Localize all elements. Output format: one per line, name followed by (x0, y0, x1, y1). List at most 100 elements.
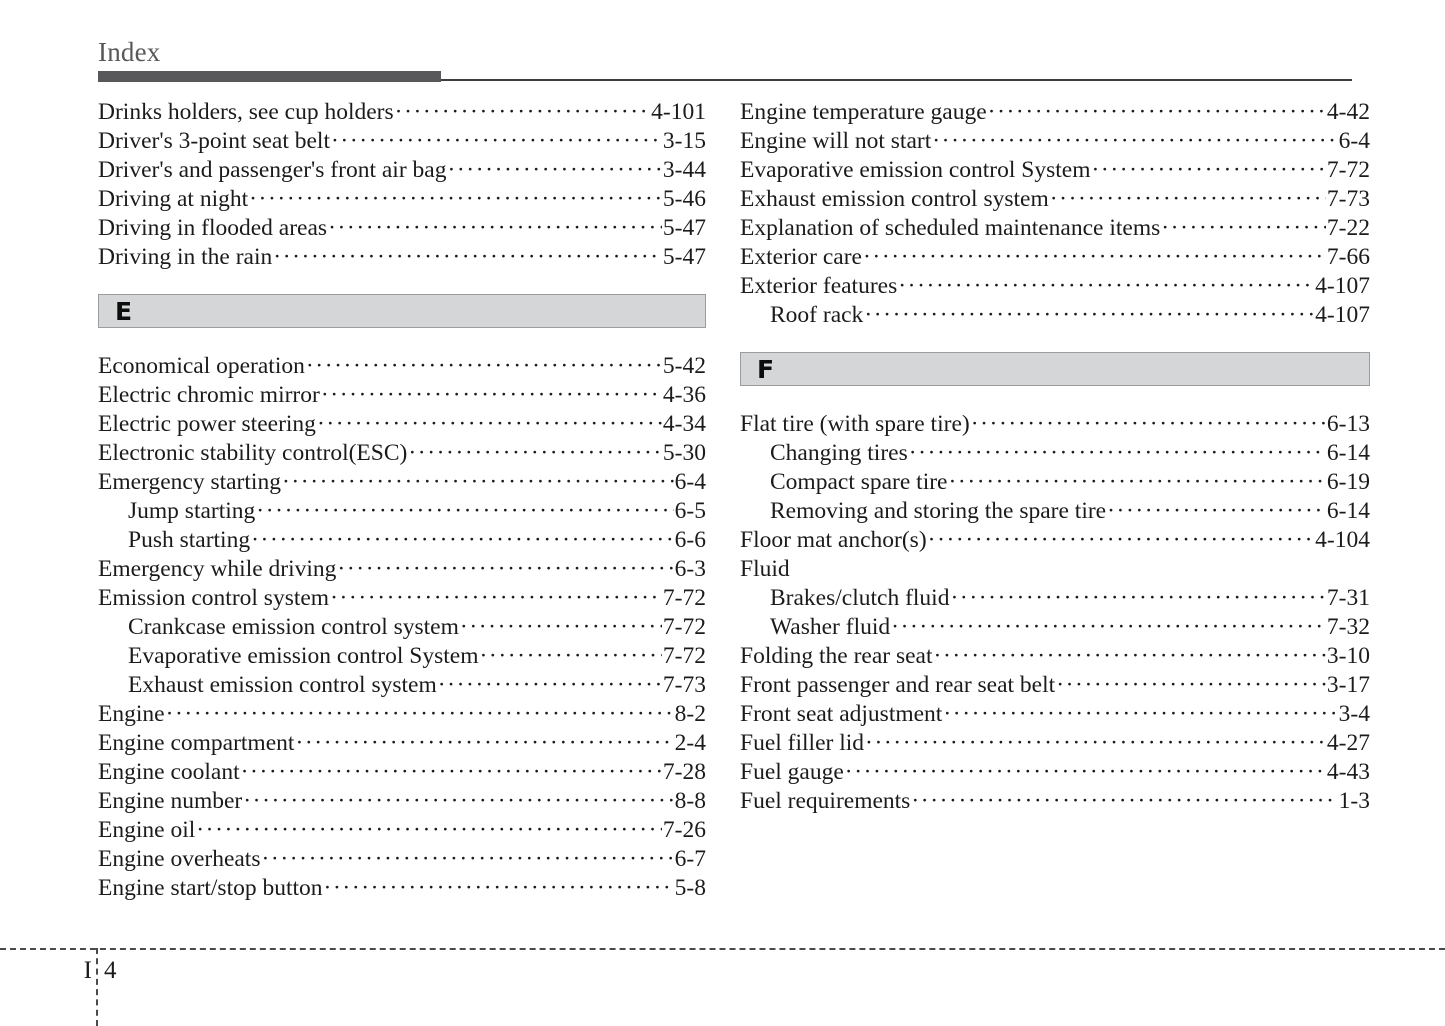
index-entry[interactable]: Floor mat anchor(s) 4-104 (740, 526, 1370, 555)
index-entry[interactable]: Driving in flooded areas 5-47 (98, 214, 706, 243)
index-entry-page-number: 7-72 (662, 643, 706, 669)
index-entry[interactable]: Engine number 8-8 (98, 787, 706, 816)
index-entry[interactable]: Folding the rear seat 3-10 (740, 642, 1370, 671)
dot-leader (408, 439, 662, 468)
index-entry[interactable]: Drinks holders, see cup holders 4-101 (98, 98, 706, 127)
right-section-entry-list: Flat tire (with spare tire)6-13Changing … (740, 410, 1370, 816)
index-entry-page-number: 4-104 (1315, 527, 1370, 553)
index-entry-label: Economical operation (98, 353, 305, 379)
index-entry-page-number: 7-22 (1326, 215, 1370, 241)
index-entry[interactable]: Fuel requirements 1-3 (740, 787, 1370, 816)
index-entry[interactable]: Emergency while driving 6-3 (98, 555, 706, 584)
dot-leader (934, 642, 1326, 671)
index-entry-page-number: 6-3 (674, 556, 706, 582)
header-rule-thick (98, 71, 441, 83)
index-entry-label: Changing tires (770, 440, 908, 466)
index-entry-label: Evaporative emission control System (740, 157, 1091, 183)
index-entry-page-number: 7-66 (1326, 244, 1370, 270)
index-entry-label: Driving in the rain (98, 244, 273, 270)
index-entry-page-number: 7-26 (662, 817, 706, 843)
index-entry[interactable]: Exterior care 7-66 (740, 243, 1370, 272)
index-entry[interactable]: Engine 8-2 (98, 700, 706, 729)
index-entry-page-number: 4-36 (662, 382, 706, 408)
index-entry[interactable]: Electronic stability control(ESC) 5-30 (98, 439, 706, 468)
index-entry[interactable]: Engine will not start 6-4 (740, 127, 1370, 156)
index-entry-label: Engine oil (98, 817, 196, 843)
left-top-entry-list: Drinks holders, see cup holders4-101Driv… (98, 98, 706, 272)
index-entry[interactable]: Engine start/stop button 5-8 (98, 874, 706, 903)
index-entry[interactable]: Washer fluid 7-32 (740, 613, 1370, 642)
index-entry[interactable]: Engine oil 7-26 (98, 816, 706, 845)
index-entry-label: Removing and storing the spare tire (770, 498, 1107, 524)
dot-leader (1050, 185, 1326, 214)
index-entry[interactable]: Evaporative emission control System 7-72 (98, 642, 706, 671)
index-entry[interactable]: Explanation of scheduled maintenance ite… (740, 214, 1370, 243)
index-entry[interactable]: Removing and storing the spare tire 6-14 (740, 497, 1370, 526)
index-entry[interactable]: Changing tires 6-14 (740, 439, 1370, 468)
index-entry[interactable]: Electric power steering 4-34 (98, 410, 706, 439)
dot-leader (243, 787, 673, 816)
index-entry[interactable]: Driving in the rain 5-47 (98, 243, 706, 272)
index-entry[interactable]: Brakes/clutch fluid 7-31 (740, 584, 1370, 613)
dot-leader (317, 410, 662, 439)
index-entry[interactable]: Driver's and passenger's front air bag 3-… (98, 156, 706, 185)
dot-leader (845, 758, 1326, 787)
index-entry-label: Exhaust emission control system (740, 186, 1049, 212)
index-entry[interactable]: Economical operation 5-42 (98, 352, 706, 381)
index-entry-label: Flat tire (with spare tire) (740, 411, 970, 437)
index-entry[interactable]: Push starting 6-6 (98, 526, 706, 555)
dot-leader (1161, 214, 1326, 243)
index-entry[interactable]: Driving at night 5-46 (98, 185, 706, 214)
index-entry-label: Fuel gauge (740, 759, 844, 785)
index-entry-label: Fluid (740, 556, 790, 582)
index-entry[interactable]: Roof rack 4-107 (740, 301, 1370, 330)
index-entry[interactable]: Compact spare tire 6-19 (740, 468, 1370, 497)
index-entry-page-number: 6-4 (1338, 128, 1370, 154)
index-entry[interactable]: Engine coolant 7-28 (98, 758, 706, 787)
index-entry-page-number: 4-34 (662, 411, 706, 437)
index-entry-page-number: 4-107 (1315, 302, 1370, 328)
index-entry[interactable]: Exhaust emission control system 7-73 (740, 185, 1370, 214)
dot-leader (909, 439, 1326, 468)
index-entry[interactable]: Electric chromic mirror 4-36 (98, 381, 706, 410)
dot-leader (256, 497, 673, 526)
dot-leader (261, 845, 673, 874)
index-entry-page-number: 6-19 (1326, 469, 1370, 495)
index-entry[interactable]: Crankcase emission control system 7-72 (98, 613, 706, 642)
index-entry[interactable]: Fuel gauge 4-43 (740, 758, 1370, 787)
index-entry[interactable]: Engine compartment 2-4 (98, 729, 706, 758)
index-entry[interactable]: Emission control system 7-72 (98, 584, 706, 613)
index-entry-label: Fuel filler lid (740, 730, 865, 756)
index-entry[interactable]: Fluid (740, 555, 1370, 584)
index-entry[interactable]: Front passenger and rear seat belt 3-17 (740, 671, 1370, 700)
index-entry[interactable]: Emergency starting 6-4 (98, 468, 706, 497)
index-entry-page-number: 3-17 (1326, 672, 1370, 698)
dot-leader (241, 758, 662, 787)
dot-leader (460, 613, 662, 642)
index-entry-page-number: 7-72 (662, 614, 706, 640)
index-entry-label: Push starting (128, 527, 251, 553)
dot-leader (863, 243, 1326, 272)
index-entry[interactable]: Evaporative emission control System 7-72 (740, 156, 1370, 185)
index-entry-label: Evaporative emission control System (128, 643, 479, 669)
index-entry[interactable]: Jump starting 6-5 (98, 497, 706, 526)
dot-leader (1107, 497, 1326, 526)
index-entry-page-number: 5-8 (674, 875, 706, 901)
index-entry[interactable]: Engine temperature gauge 4-42 (740, 98, 1370, 127)
index-entry[interactable]: Driver's 3-point seat belt 3-15 (98, 127, 706, 156)
index-column-left: Drinks holders, see cup holders4-101Driv… (98, 98, 706, 903)
index-entry[interactable]: Exterior features 4-107 (740, 272, 1370, 301)
index-entry[interactable]: Flat tire (with spare tire) 6-13 (740, 410, 1370, 439)
index-entry[interactable]: Exhaust emission control system 7-73 (98, 671, 706, 700)
index-entry-label: Engine start/stop button (98, 875, 323, 901)
dot-leader (865, 729, 1326, 758)
index-entry-page-number: 7-31 (1326, 585, 1370, 611)
index-entry[interactable]: Fuel filler lid 4-27 (740, 729, 1370, 758)
index-entry[interactable]: Engine overheats 6-7 (98, 845, 706, 874)
index-entry-page-number: 4-107 (1315, 273, 1370, 299)
dot-leader (249, 185, 662, 214)
index-entry[interactable]: Front seat adjustment 3-4 (740, 700, 1370, 729)
index-entry-page-number: 5-47 (662, 215, 706, 241)
dot-leader (324, 874, 674, 903)
index-entry-label: Engine temperature gauge (740, 99, 987, 125)
